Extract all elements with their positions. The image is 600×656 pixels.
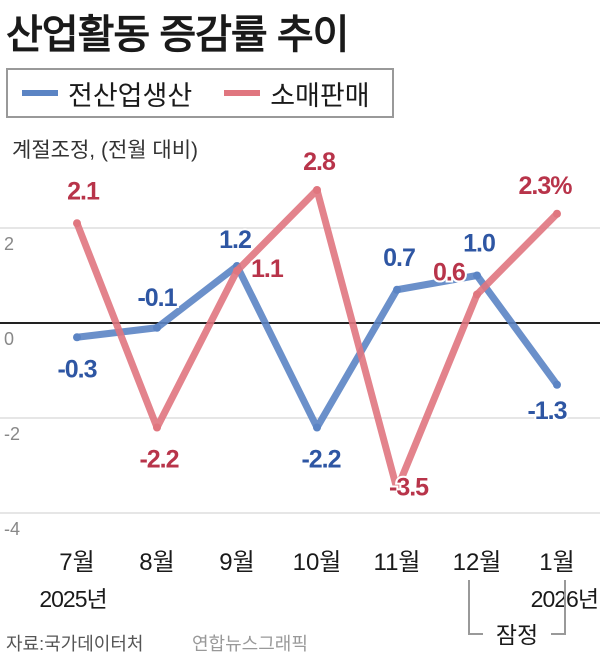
data-label: -1.3 xyxy=(527,397,566,425)
credit-label: 연합뉴스그래픽 xyxy=(192,634,308,654)
x-tick-label: 10월 xyxy=(293,549,342,576)
preliminary-label-bg xyxy=(483,618,551,648)
data-point xyxy=(233,266,241,275)
source-label: 자료:국가데이터처 xyxy=(6,634,144,654)
data-label: -2.2 xyxy=(139,446,178,474)
data-point xyxy=(73,333,81,342)
x-tick-label: 11월 xyxy=(374,549,421,576)
legend-item-retail: 소매판매 xyxy=(224,74,370,113)
legend: 전산업생산 소매판매 xyxy=(6,68,394,118)
data-point xyxy=(153,423,161,432)
x-tick-label: 1월 xyxy=(539,549,574,576)
preliminary-label: 잠정 xyxy=(496,622,538,648)
data-label: -0.1 xyxy=(137,284,177,312)
data-label: 1.0 xyxy=(463,230,495,258)
data-point xyxy=(313,423,321,432)
data-point xyxy=(313,186,321,194)
data-label: 0.7 xyxy=(383,244,415,272)
y-tick-label: 0 xyxy=(4,329,14,349)
legend-label-retail: 소매판매 xyxy=(270,80,370,111)
data-label: -2.2 xyxy=(301,446,340,474)
legend-item-industrial: 전산업생산 xyxy=(22,74,192,113)
data-point xyxy=(553,380,561,389)
data-label: 2.1 xyxy=(67,177,100,205)
legend-label-industrial: 전산업생산 xyxy=(68,80,193,111)
data-point xyxy=(153,323,161,332)
data-point xyxy=(473,271,481,280)
data-label: -0.3 xyxy=(57,355,96,383)
data-label: 1.2 xyxy=(219,226,251,254)
data-point xyxy=(393,285,401,294)
x-tick-label: 9월 xyxy=(219,549,254,576)
data-point xyxy=(73,219,81,228)
y-tick-label: -2 xyxy=(4,424,20,444)
data-label: 2.8 xyxy=(303,148,336,176)
y-tick-label: -4 xyxy=(4,519,20,539)
unit-label: 계절조정, (전월 대비) xyxy=(12,139,199,162)
data-label: -3.5 xyxy=(389,473,429,501)
data-point xyxy=(553,209,561,218)
data-label: 2.3% xyxy=(519,172,573,200)
y-tick-label: 2 xyxy=(4,234,14,254)
x-tick-label: 7월 xyxy=(59,549,94,576)
legend-swatch-retail xyxy=(224,90,261,96)
x-tick-label: 8월 xyxy=(139,549,174,576)
data-point xyxy=(393,485,401,494)
data-label: 1.1 xyxy=(251,255,284,283)
data-point xyxy=(473,290,481,299)
year-label: 2025년 xyxy=(39,586,106,612)
x-tick-label: 12월 xyxy=(453,549,502,576)
chart-title: 산업활동 증감률 추이 xyxy=(6,13,349,57)
data-label: 0.6 xyxy=(433,259,465,287)
legend-swatch-industrial xyxy=(22,90,58,96)
